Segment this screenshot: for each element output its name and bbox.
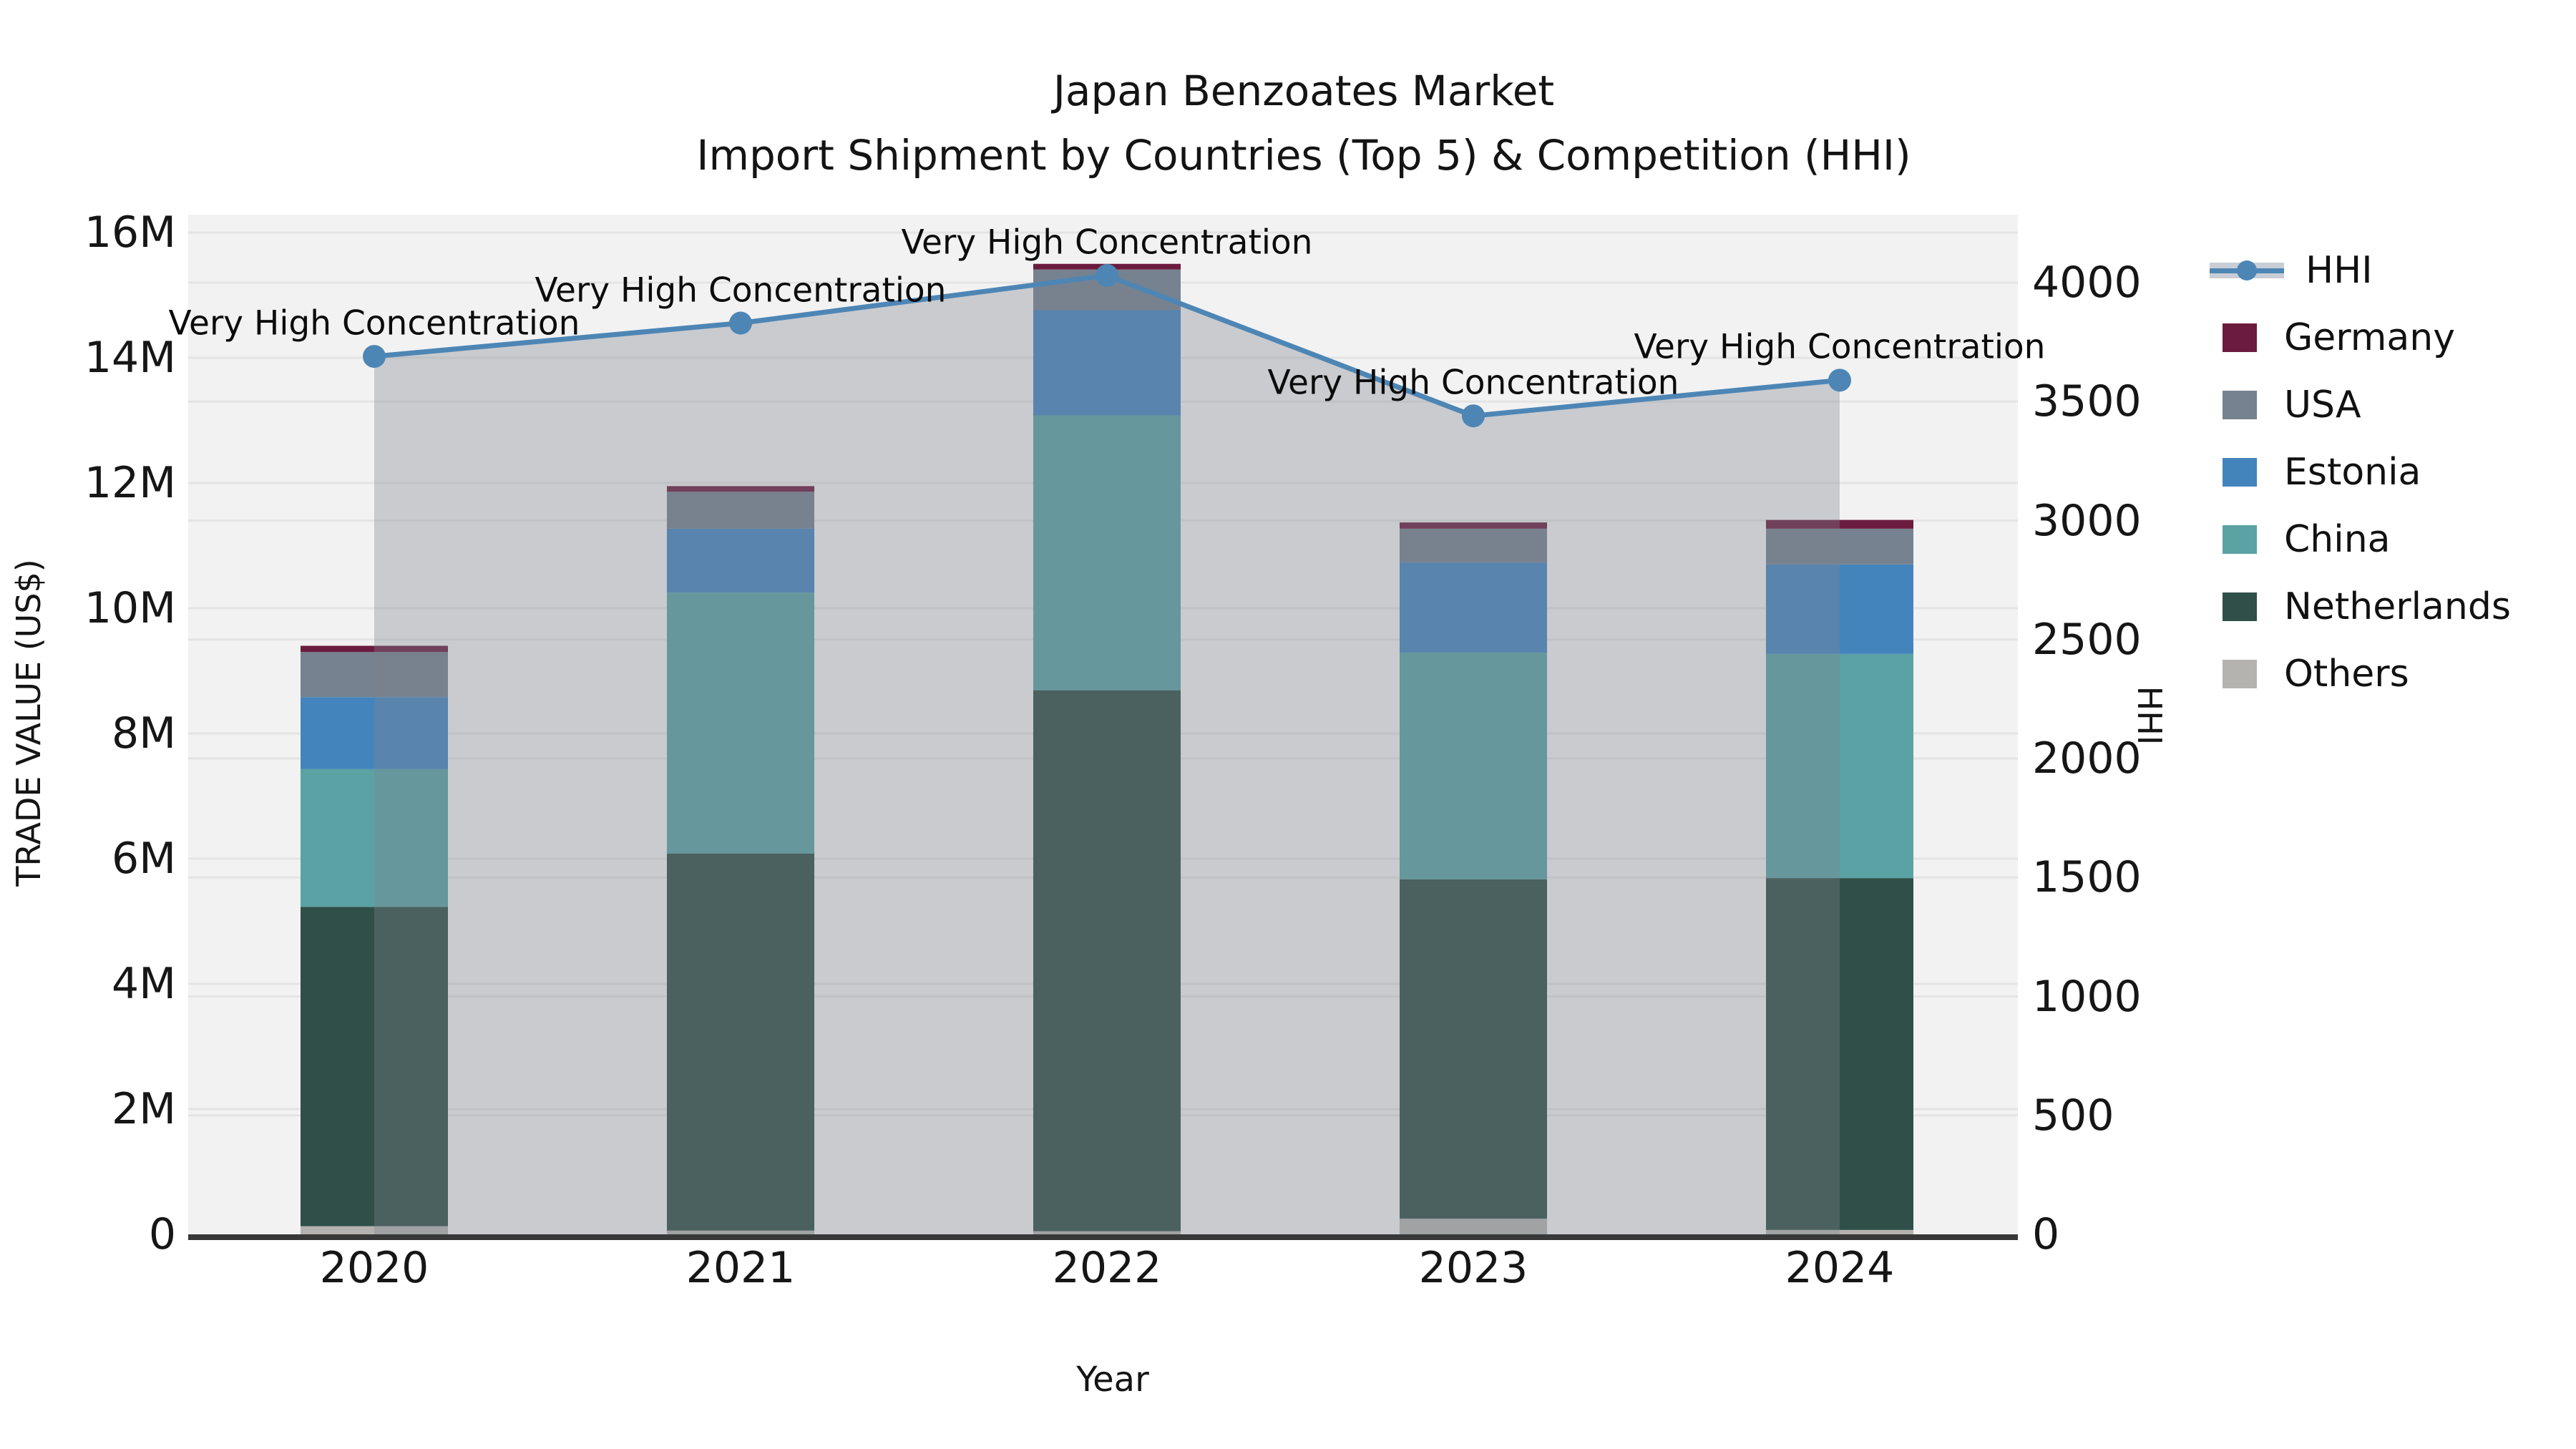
- hhi-marker-2020: [363, 345, 386, 369]
- bar-segment-2021-usa: [667, 492, 814, 529]
- y-right-tick-1500: 1500: [2032, 852, 2142, 903]
- legend-item-china: China: [2210, 518, 2391, 561]
- bar-segment-2022-others: [1033, 1231, 1181, 1234]
- legend-swatch-germany: [2223, 323, 2257, 352]
- y-right-tick-4000: 4000: [2032, 258, 2142, 308]
- bar-segment-2023-germany: [1400, 522, 1547, 529]
- hhi-marker-2021: [729, 311, 752, 335]
- bar-segment-2022-netherlands: [1033, 690, 1181, 1231]
- x-tick-2022: 2022: [1052, 1243, 1162, 1293]
- y-left-tick-16M: 16M: [84, 208, 176, 258]
- y-left-tick-2M: 2M: [112, 1084, 176, 1134]
- legend-label-others: Others: [2284, 653, 2409, 696]
- bar-segment-2021-netherlands: [667, 854, 814, 1231]
- bar-segment-2022-china: [1033, 415, 1181, 691]
- annotation-2021: Very High Concentration: [535, 270, 947, 311]
- y-right-axis-title: HHI: [2130, 686, 2169, 746]
- annotation-2024: Very High Concentration: [1634, 327, 2046, 367]
- y-left-tick-12M: 12M: [84, 458, 176, 508]
- bar-segment-2020-others: [301, 1226, 448, 1234]
- bar-segment-2024-netherlands: [1766, 878, 1913, 1230]
- legend-label-germany: Germany: [2284, 316, 2456, 359]
- hhi-marker-2022: [1096, 264, 1118, 288]
- legend-item-hhi: HHI: [2210, 249, 2373, 292]
- legend-item-usa: USA: [2210, 384, 2361, 426]
- legend-hhi-marker-swatch: [2237, 260, 2257, 280]
- hhi-marker-2023: [1462, 404, 1485, 428]
- x-tick-2021: 2021: [686, 1243, 796, 1293]
- bar-segment-2020-germany: [301, 645, 448, 653]
- y-left-tick-4M: 4M: [112, 959, 176, 1009]
- x-tick-2024: 2024: [1785, 1243, 1895, 1293]
- y-right-tick-2500: 2500: [2032, 614, 2142, 665]
- y-left-tick-10M: 10M: [84, 583, 176, 633]
- annotation-2020: Very High Concentration: [168, 303, 580, 343]
- y-left-tick-6M: 6M: [112, 834, 176, 884]
- bar-segment-2021-estonia: [667, 528, 814, 593]
- bar-segment-2021-others: [667, 1230, 814, 1234]
- hhi-marker-2024: [1828, 369, 1851, 392]
- x-tick-2020: 2020: [319, 1243, 429, 1293]
- bar-segment-2023-usa: [1400, 528, 1547, 563]
- y-left-axis-title: TRADE VALUE (US$): [9, 559, 48, 887]
- y-right-tick-3500: 3500: [2032, 376, 2142, 427]
- bar-segment-2023-others: [1400, 1219, 1547, 1234]
- legend-swatch-usa: [2223, 391, 2257, 419]
- bar-segment-2023-china: [1400, 653, 1547, 879]
- bar-segment-2021-china: [667, 592, 814, 854]
- legend-label-netherlands: Netherlands: [2284, 585, 2511, 628]
- annotation-2023: Very High Concentration: [1267, 363, 1679, 403]
- chart-title: Japan Benzoates Market: [1053, 67, 1555, 115]
- chart-subtitle: Import Shipment by Countries (Top 5) & C…: [696, 131, 1911, 180]
- legend-swatch-china: [2223, 525, 2257, 554]
- legend-label-china: China: [2284, 518, 2391, 561]
- x-tick-2023: 2023: [1418, 1243, 1528, 1293]
- bar-segment-2024-others: [1766, 1229, 1913, 1234]
- legend-label-estonia: Estonia: [2284, 451, 2421, 494]
- bar-segment-2020-usa: [301, 652, 448, 698]
- y-left-tick-0: 0: [148, 1209, 176, 1259]
- y-right-tick-3000: 3000: [2032, 495, 2142, 546]
- bar-segment-2024-usa: [1766, 528, 1913, 565]
- legend-swatch-others: [2223, 660, 2257, 688]
- y-right-tick-0: 0: [2032, 1209, 2060, 1259]
- legend-swatch-netherlands: [2223, 592, 2257, 621]
- bar-segment-2020-china: [301, 769, 448, 907]
- x-axis-title: Year: [1076, 1360, 1149, 1400]
- legend-label-hhi: HHI: [2306, 249, 2373, 292]
- legend-item-germany: Germany: [2210, 316, 2455, 359]
- y-right-tick-500: 500: [2032, 1090, 2114, 1141]
- legend-label-usa: USA: [2284, 384, 2361, 426]
- y-left-tick-8M: 8M: [112, 708, 176, 758]
- bar-segment-2021-germany: [667, 486, 814, 492]
- y-left-tick-14M: 14M: [84, 333, 176, 383]
- hhi-area: [374, 275, 1840, 1234]
- bar-segment-2024-germany: [1766, 519, 1913, 529]
- bar-segment-2024-estonia: [1766, 564, 1913, 654]
- legend-item-netherlands: Netherlands: [2210, 585, 2511, 628]
- legend-hhi-line-icon: [2210, 256, 2284, 285]
- y-right-tick-1000: 1000: [2032, 971, 2142, 1022]
- legend-item-estonia: Estonia: [2210, 451, 2421, 494]
- bar-segment-2020-netherlands: [301, 907, 448, 1226]
- y-right-tick-2000: 2000: [2032, 733, 2142, 784]
- legend-item-others: Others: [2210, 653, 2409, 696]
- bar-segment-2022-estonia: [1033, 310, 1181, 416]
- bar-segment-2020-estonia: [301, 697, 448, 769]
- annotation-2022: Very High Concentration: [901, 223, 1313, 263]
- x-axis-line: [188, 1234, 2018, 1240]
- bar-segment-2023-netherlands: [1400, 879, 1547, 1219]
- bar-segment-2024-china: [1766, 653, 1913, 879]
- legend-swatch-estonia: [2223, 458, 2257, 487]
- bar-segment-2023-estonia: [1400, 562, 1547, 653]
